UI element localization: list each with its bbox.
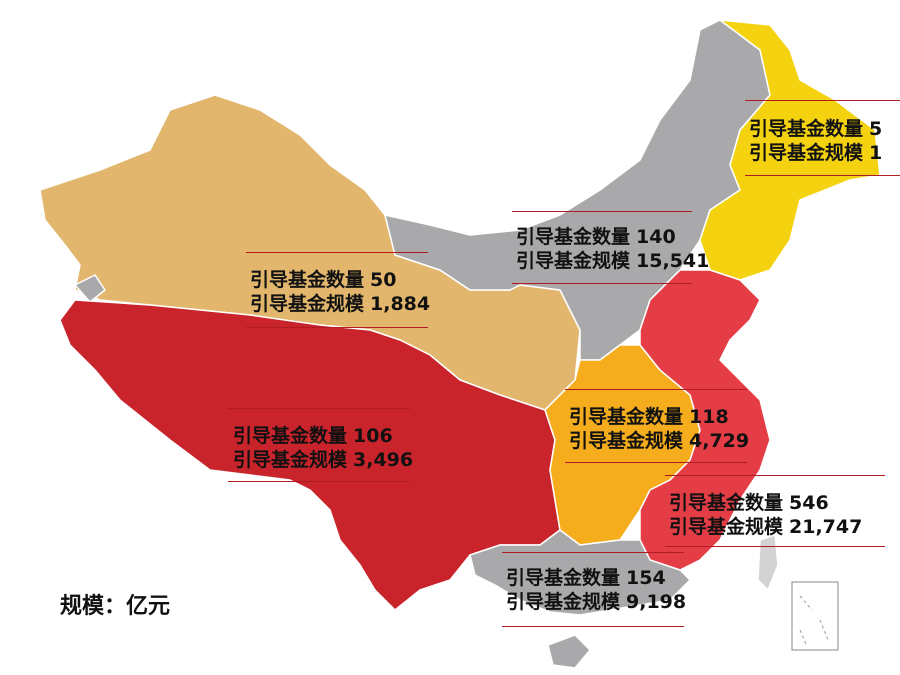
count-label: 引导基金数量 <box>250 269 365 291</box>
count-value: 546 <box>789 492 829 514</box>
label-rule <box>665 475 885 476</box>
count-label: 引导基金数量 <box>749 118 864 140</box>
scale-value: 1,884 <box>370 293 431 315</box>
region-taiwan <box>757 534 779 591</box>
label-rule <box>745 100 900 101</box>
inset-dashes <box>799 595 829 645</box>
scale-label: 引导基金规模 <box>233 449 348 471</box>
count-value: 5 <box>869 118 883 140</box>
scale-value: 1 <box>869 142 883 164</box>
scale-label: 引导基金规模 <box>506 591 621 613</box>
label-rule <box>565 462 747 463</box>
scale-label: 引导基金规模 <box>569 430 684 452</box>
count-value: 140 <box>636 226 676 248</box>
scale-value: 3,496 <box>353 449 414 471</box>
count-value: 106 <box>353 425 393 447</box>
count-label: 引导基金数量 <box>516 226 631 248</box>
south-china-sea-inset <box>791 581 839 651</box>
label-rule <box>246 252 428 253</box>
count-value: 50 <box>370 269 397 291</box>
label-south: 引导基金数量 154 引导基金规模 9,198 <box>506 566 686 614</box>
scale-value: 4,729 <box>689 430 750 452</box>
label-rule <box>565 389 747 390</box>
region-northwest-islet <box>74 274 106 303</box>
count-label: 引导基金数量 <box>506 567 621 589</box>
label-rule <box>228 481 410 482</box>
label-rule <box>502 626 684 627</box>
count-label: 引导基金数量 <box>569 406 684 428</box>
label-north: 引导基金数量 140 引导基金规模 15,541 <box>516 225 709 273</box>
scale-value: 9,198 <box>626 591 687 613</box>
count-value: 118 <box>689 406 729 428</box>
scale-label: 引导基金规模 <box>669 516 784 538</box>
count-label: 引导基金数量 <box>669 492 784 514</box>
count-value: 154 <box>626 567 666 589</box>
region-east <box>639 269 771 571</box>
count-label: 引导基金数量 <box>233 425 348 447</box>
scale-value: 15,541 <box>636 250 710 272</box>
label-rule <box>512 211 692 212</box>
scale-value: 21,747 <box>789 516 863 538</box>
scale-label: 引导基金规模 <box>516 250 631 272</box>
scale-label: 引导基金规模 <box>749 142 864 164</box>
region-northeast <box>699 19 881 281</box>
label-central: 引导基金数量 118 引导基金规模 4,729 <box>569 405 749 453</box>
label-rule <box>246 327 428 328</box>
label-east: 引导基金数量 546 引导基金规模 21,747 <box>669 491 862 539</box>
unit-legend: 规模：亿元 <box>60 594 171 619</box>
label-rule <box>228 408 410 409</box>
label-northeast: 引导基金数量 5 引导基金规模 1 <box>749 117 882 165</box>
scale-label: 引导基金规模 <box>250 293 365 315</box>
label-northwest: 引导基金数量 50 引导基金规模 1,884 <box>250 268 430 316</box>
label-southwest: 引导基金数量 106 引导基金规模 3,496 <box>233 424 413 472</box>
region-hainan <box>547 634 591 669</box>
region-south <box>469 529 691 616</box>
region-southwest <box>59 299 561 611</box>
label-rule <box>512 283 692 284</box>
label-rule <box>502 552 684 553</box>
label-rule <box>665 546 885 547</box>
label-rule <box>745 175 900 176</box>
